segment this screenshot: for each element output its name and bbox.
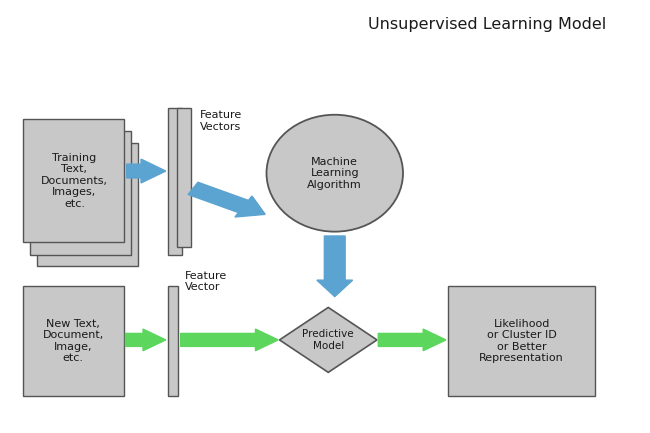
Ellipse shape	[266, 115, 403, 232]
Text: Unsupervised Learning Model: Unsupervised Learning Model	[369, 17, 606, 32]
Bar	[168, 108, 182, 255]
Bar	[30, 131, 131, 255]
Text: Machine
Learning
Algorithm: Machine Learning Algorithm	[307, 157, 362, 190]
FancyArrow shape	[317, 236, 352, 297]
FancyArrow shape	[188, 182, 265, 217]
Text: Training
Text,
Documents,
Images,
etc.: Training Text, Documents, Images, etc.	[41, 152, 108, 209]
FancyArrow shape	[125, 329, 166, 351]
Text: Likelihood
or Cluster ID
or Better
Representation: Likelihood or Cluster ID or Better Repre…	[479, 319, 564, 363]
Polygon shape	[280, 307, 377, 372]
Text: Feature
Vector: Feature Vector	[185, 271, 227, 292]
Text: Predictive
Model: Predictive Model	[302, 329, 354, 351]
FancyArrow shape	[378, 329, 446, 351]
Bar	[448, 286, 595, 396]
Bar	[23, 119, 124, 242]
Text: New Text,
Document,
Image,
etc.: New Text, Document, Image, etc.	[42, 319, 104, 363]
Bar	[23, 286, 124, 396]
Bar	[168, 286, 178, 396]
Text: Feature
Vectors: Feature Vectors	[200, 110, 242, 132]
Bar	[37, 143, 138, 266]
FancyArrow shape	[127, 159, 166, 183]
Bar	[177, 108, 191, 247]
FancyArrow shape	[181, 329, 278, 351]
